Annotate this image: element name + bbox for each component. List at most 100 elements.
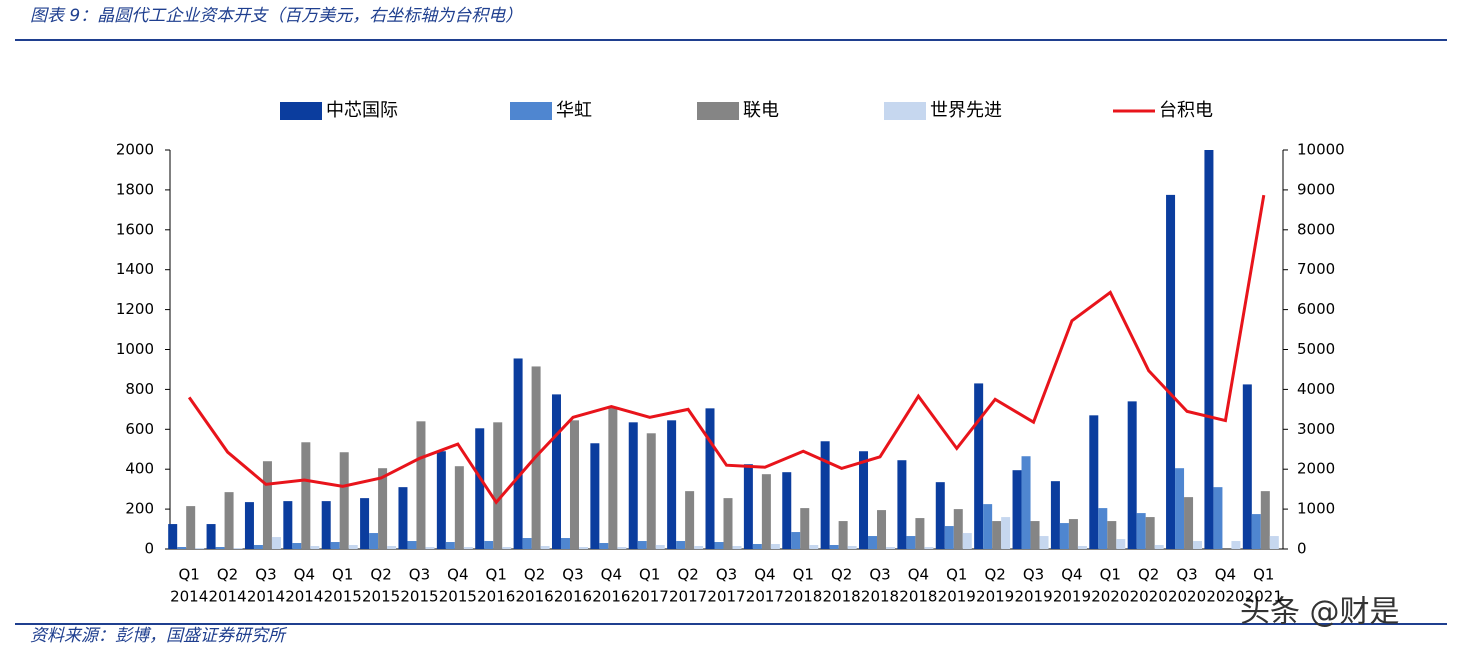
x-tick-label: 2015 bbox=[439, 588, 477, 606]
bar bbox=[886, 547, 896, 549]
bar bbox=[791, 532, 801, 549]
x-tick-label: Q2 bbox=[524, 566, 545, 584]
bar bbox=[475, 428, 485, 549]
y-tick-label: 2000 bbox=[116, 141, 154, 159]
x-tick-label: 2017 bbox=[669, 588, 707, 606]
y-tick-label: 1200 bbox=[116, 300, 154, 318]
watermark: 头条 @财是 bbox=[1240, 595, 1400, 630]
bar bbox=[1251, 514, 1261, 549]
y-tick-label: 1400 bbox=[116, 260, 154, 278]
bar bbox=[685, 491, 695, 549]
bar bbox=[1050, 481, 1060, 549]
x-tick-label: Q3 bbox=[562, 566, 583, 584]
bar bbox=[321, 501, 331, 549]
bar bbox=[1039, 536, 1049, 549]
x-tick-label: Q4 bbox=[1061, 566, 1082, 584]
x-tick-label: Q3 bbox=[409, 566, 430, 584]
legend-label: 台积电 bbox=[1159, 100, 1213, 121]
bar bbox=[1068, 519, 1078, 549]
y2-tick-label: 6000 bbox=[1297, 300, 1335, 318]
bar bbox=[1136, 513, 1146, 549]
bar bbox=[705, 408, 715, 549]
bar bbox=[655, 545, 665, 549]
legend-swatch bbox=[697, 102, 739, 120]
x-tick-label: 2018 bbox=[861, 588, 899, 606]
bar bbox=[1175, 468, 1185, 549]
bar bbox=[569, 420, 579, 549]
bar bbox=[800, 508, 810, 549]
bar bbox=[617, 547, 627, 549]
x-tick-label: 2017 bbox=[746, 588, 784, 606]
legend-swatch bbox=[884, 102, 926, 120]
x-tick-label: 2019 bbox=[1053, 588, 1091, 606]
bar bbox=[1107, 521, 1117, 549]
bar bbox=[1127, 401, 1137, 549]
bar bbox=[283, 501, 293, 549]
x-tick-label: Q1 bbox=[639, 566, 660, 584]
bar bbox=[962, 533, 972, 549]
bar bbox=[667, 420, 677, 549]
x-tick-label: 2019 bbox=[1014, 588, 1052, 606]
x-tick-label: 2020 bbox=[1206, 588, 1244, 606]
bar bbox=[1193, 541, 1203, 549]
x-tick-label: 2018 bbox=[823, 588, 861, 606]
bar bbox=[398, 487, 408, 549]
bar bbox=[1001, 517, 1011, 549]
bar bbox=[1260, 491, 1270, 549]
bar bbox=[714, 542, 724, 549]
bar bbox=[551, 394, 561, 549]
chart-title: 图表 9：晶圆代工企业资本开支（百万美元，右坐标轴为台积电） bbox=[30, 6, 522, 26]
bar bbox=[1098, 508, 1108, 549]
bar bbox=[829, 545, 839, 549]
y2-tick-label: 10000 bbox=[1297, 141, 1345, 159]
bar bbox=[974, 383, 984, 549]
bar bbox=[628, 422, 638, 549]
bar bbox=[262, 461, 272, 549]
bar bbox=[454, 466, 464, 549]
bar bbox=[599, 543, 609, 549]
bar bbox=[646, 433, 656, 549]
bar bbox=[416, 421, 426, 549]
y-tick-label: 200 bbox=[125, 500, 154, 518]
bar bbox=[906, 536, 916, 549]
bar bbox=[253, 545, 263, 549]
bar bbox=[271, 537, 281, 549]
bar bbox=[1154, 545, 1164, 549]
bar bbox=[723, 498, 733, 549]
x-tick-label: Q2 bbox=[984, 566, 1005, 584]
bar bbox=[540, 546, 550, 549]
x-tick-label: 2018 bbox=[899, 588, 937, 606]
x-tick-label: Q3 bbox=[1176, 566, 1197, 584]
bar bbox=[513, 358, 523, 549]
y-tick-label: 800 bbox=[125, 380, 154, 398]
x-tick-label: Q4 bbox=[908, 566, 929, 584]
x-tick-label: 2016 bbox=[592, 588, 630, 606]
bar bbox=[694, 546, 704, 549]
x-tick-label: Q2 bbox=[217, 566, 238, 584]
bar bbox=[1231, 541, 1241, 549]
y2-tick-label: 3000 bbox=[1297, 420, 1335, 438]
bar bbox=[484, 541, 494, 549]
bar bbox=[463, 547, 473, 549]
x-tick-label: Q4 bbox=[1215, 566, 1236, 584]
x-tick-label: Q2 bbox=[677, 566, 698, 584]
bar bbox=[676, 541, 686, 549]
x-tick-label: Q1 bbox=[332, 566, 353, 584]
bar bbox=[1145, 517, 1155, 549]
bar bbox=[820, 441, 830, 549]
y2-tick-label: 4000 bbox=[1297, 380, 1335, 398]
legend-label: 中芯国际 bbox=[326, 100, 398, 121]
y2-tick-label: 1000 bbox=[1297, 500, 1335, 518]
x-tick-label: 2020 bbox=[1130, 588, 1168, 606]
bar bbox=[847, 546, 857, 549]
bar bbox=[578, 547, 588, 549]
x-tick-label: 2020 bbox=[1091, 588, 1129, 606]
bar bbox=[310, 546, 320, 549]
bar bbox=[1213, 487, 1223, 549]
y2-tick-label: 9000 bbox=[1297, 180, 1335, 198]
bar bbox=[339, 452, 349, 549]
y2-tick-label: 8000 bbox=[1297, 220, 1335, 238]
bar bbox=[761, 474, 771, 549]
x-tick-label: 2016 bbox=[554, 588, 592, 606]
bar bbox=[944, 526, 954, 549]
